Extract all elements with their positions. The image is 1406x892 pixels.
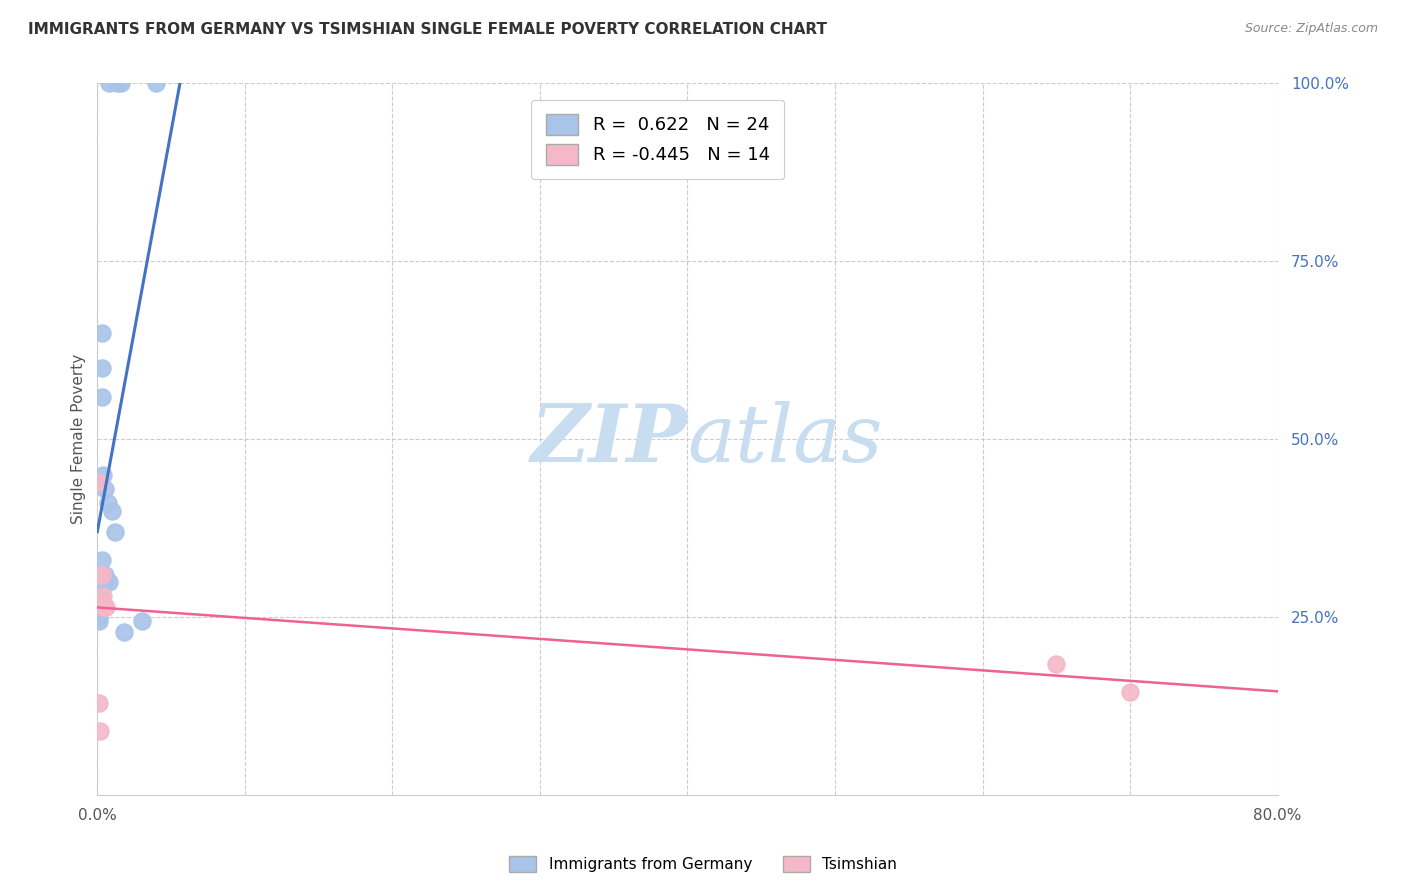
Point	[131, 614, 153, 628]
Legend: Immigrants from Germany, Tsimshian: Immigrants from Germany, Tsimshian	[501, 848, 905, 880]
Text: atlas: atlas	[688, 401, 883, 478]
Point	[98, 574, 121, 589]
Point	[104, 524, 127, 539]
Point	[90, 553, 112, 567]
Point	[112, 624, 135, 639]
Point	[101, 503, 124, 517]
Point	[105, 77, 128, 91]
Point	[89, 592, 111, 607]
Point	[87, 589, 110, 603]
Point	[87, 614, 110, 628]
Point	[91, 589, 114, 603]
Point	[98, 77, 121, 91]
Point	[90, 326, 112, 340]
Point	[1045, 657, 1067, 671]
Point	[1119, 685, 1142, 699]
Text: ZIP: ZIP	[530, 401, 688, 478]
Point	[91, 599, 114, 614]
Point	[93, 482, 115, 496]
Point	[90, 361, 112, 376]
Text: IMMIGRANTS FROM GERMANY VS TSIMSHIAN SINGLE FEMALE POVERTY CORRELATION CHART: IMMIGRANTS FROM GERMANY VS TSIMSHIAN SIN…	[28, 22, 827, 37]
Point	[93, 599, 115, 614]
Point	[93, 574, 115, 589]
Point	[93, 567, 115, 582]
Point	[87, 696, 110, 710]
Text: Source: ZipAtlas.com: Source: ZipAtlas.com	[1244, 22, 1378, 36]
Point	[89, 596, 111, 610]
Point	[90, 596, 112, 610]
Point	[110, 77, 132, 91]
Y-axis label: Single Female Poverty: Single Female Poverty	[72, 354, 86, 524]
Point	[87, 610, 110, 624]
Point	[89, 567, 111, 582]
Legend: R =  0.622   N = 24, R = -0.445   N = 14: R = 0.622 N = 24, R = -0.445 N = 14	[531, 100, 785, 179]
Point	[89, 724, 111, 739]
Point	[96, 599, 118, 614]
Point	[91, 467, 114, 482]
Point	[97, 496, 120, 510]
Point	[91, 596, 114, 610]
Point	[93, 599, 115, 614]
Point	[89, 589, 111, 603]
Point	[87, 475, 110, 489]
Point	[145, 77, 167, 91]
Point	[90, 390, 112, 404]
Point	[90, 567, 112, 582]
